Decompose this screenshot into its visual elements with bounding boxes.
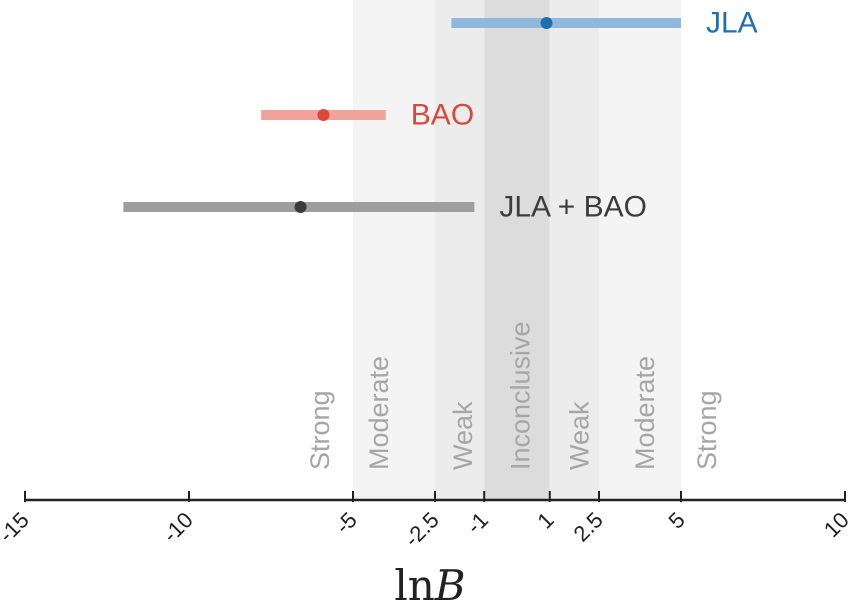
x-tick-label-8: 10 <box>819 507 854 542</box>
band-2 <box>484 0 550 500</box>
x-tick-label-2: -5 <box>330 507 362 539</box>
x-axis: -15 -10 -5 -2.5 -1 1 2.5 5 10 <box>0 491 854 552</box>
x-tick-label-5: 1 <box>532 507 558 533</box>
band-label-1: Moderate <box>364 356 394 470</box>
evidence-bands <box>353 0 681 500</box>
band-4 <box>599 0 681 500</box>
series-0-label: JLA <box>706 7 758 40</box>
band-1 <box>435 0 485 500</box>
band-label-6: Strong <box>692 390 722 470</box>
x-axis-label: lnB <box>394 561 465 610</box>
series-0: JLA <box>451 7 758 40</box>
series-1-label: BAO <box>411 99 474 132</box>
band-label-0: Strong <box>305 390 335 470</box>
series-2-label: JLA + BAO <box>499 191 647 224</box>
band-label-2: Weak <box>448 401 478 470</box>
x-tick-label-1: -10 <box>158 507 198 547</box>
series-2: JLA + BAO <box>123 191 647 224</box>
series-2-point <box>294 201 307 213</box>
band-3 <box>549 0 599 500</box>
band-label-5: Moderate <box>630 356 660 470</box>
series-1: BAO <box>261 99 474 132</box>
x-tick-label-4: -1 <box>462 507 494 539</box>
x-axis-label-var: B <box>434 561 466 610</box>
error-bar-series: JLA BAO JLA + BAO <box>123 7 758 224</box>
series-0-point <box>540 17 553 29</box>
series-1-point <box>317 109 330 121</box>
x-tick-label-3: -2.5 <box>399 507 443 551</box>
evidence-band-labels: Strong Moderate Weak Inconclusive Weak Modera… <box>305 321 722 470</box>
x-axis-label-fn: ln <box>394 561 434 610</box>
band-label-3: Inconclusive <box>505 321 535 470</box>
band-label-4: Weak <box>564 401 594 470</box>
x-tick-label-7: 5 <box>663 507 689 533</box>
band-0 <box>353 0 435 500</box>
x-tick-label-6: 2.5 <box>569 507 608 546</box>
x-tick-label-0: -15 <box>0 507 34 547</box>
